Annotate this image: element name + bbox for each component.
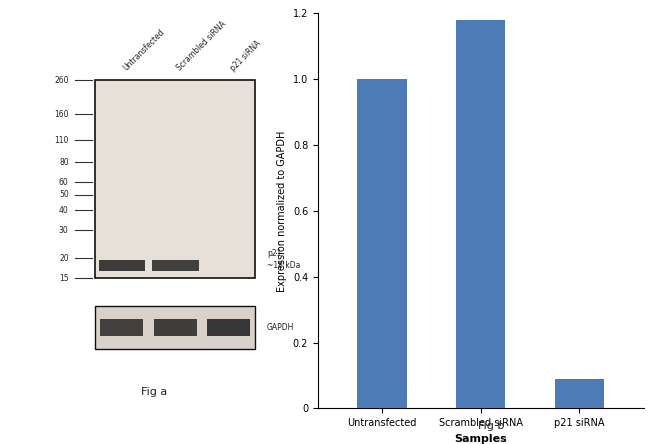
Bar	[96, 306, 255, 349]
Text: p21
~18 kDa: p21 ~18 kDa	[267, 249, 300, 270]
Text: Scrambled siRNA: Scrambled siRNA	[176, 20, 228, 72]
Text: 30: 30	[59, 226, 69, 234]
Bar	[358, 79, 407, 408]
Text: 60: 60	[59, 178, 69, 186]
Bar	[101, 319, 144, 336]
Text: 110: 110	[54, 135, 69, 145]
X-axis label: Samples: Samples	[454, 434, 507, 444]
Y-axis label: Expression normalized to GAPDH: Expression normalized to GAPDH	[278, 130, 287, 292]
Text: 15: 15	[59, 274, 69, 282]
Bar	[151, 260, 199, 271]
Text: Fig a: Fig a	[141, 387, 168, 396]
Text: 80: 80	[59, 158, 69, 166]
Text: GAPDH: GAPDH	[267, 323, 294, 332]
Bar	[96, 80, 255, 278]
Bar	[99, 260, 145, 271]
Text: Fig b: Fig b	[478, 420, 504, 431]
Text: 20: 20	[59, 254, 69, 263]
Bar	[456, 20, 506, 408]
Bar	[154, 319, 197, 336]
Text: 40: 40	[59, 206, 69, 214]
Bar	[554, 379, 604, 408]
Text: p21 siRNA: p21 siRNA	[228, 38, 263, 72]
Text: 50: 50	[59, 190, 69, 199]
Bar	[207, 319, 250, 336]
Text: Untransfected: Untransfected	[122, 28, 167, 72]
Text: 260: 260	[54, 76, 69, 85]
Text: 160: 160	[54, 110, 69, 119]
